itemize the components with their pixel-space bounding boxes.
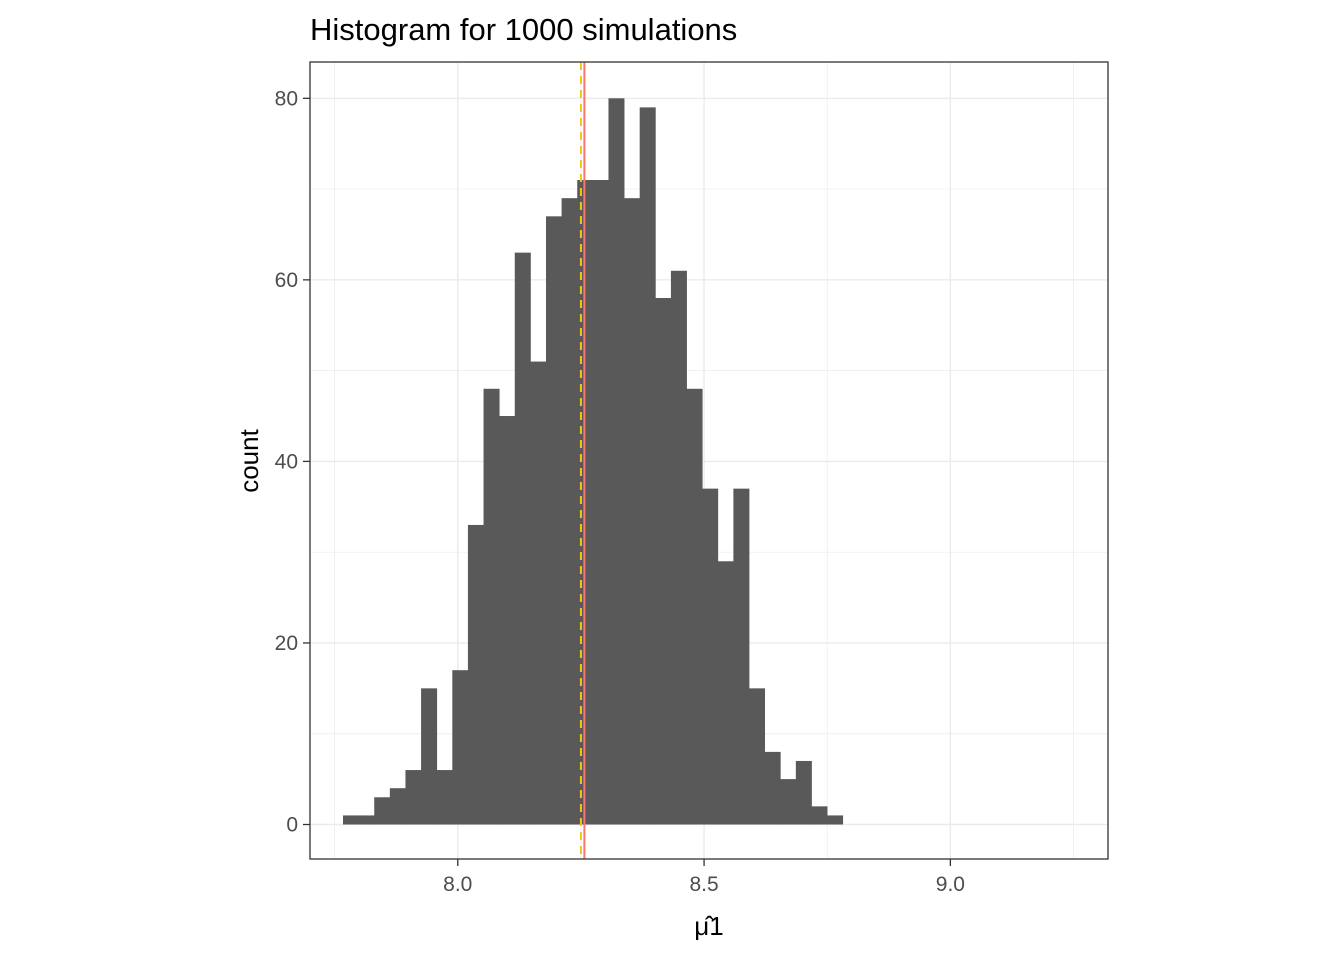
histogram-bar <box>748 688 766 825</box>
x-tick-label: 8.5 <box>689 873 718 896</box>
y-tick-label: 0 <box>286 814 298 837</box>
histogram-bar <box>733 488 750 825</box>
plot-panel-border <box>309 61 1109 860</box>
histogram-bar <box>374 797 391 825</box>
histogram-bar <box>717 561 734 825</box>
histogram-bar <box>467 524 484 825</box>
y-tick-label: 80 <box>275 87 298 110</box>
y-tick-label: 20 <box>275 632 298 655</box>
histogram-bar <box>436 770 453 825</box>
histogram-bar <box>764 751 781 825</box>
histogram-bar <box>686 388 703 825</box>
histogram-bar <box>608 98 625 825</box>
x-axis-title: μ̂1 <box>694 911 723 941</box>
y-tick-label: 60 <box>275 269 298 292</box>
reference-lines <box>579 62 586 859</box>
histogram-bar <box>530 361 547 825</box>
histogram-bar <box>592 180 609 825</box>
histogram-bar <box>405 770 422 825</box>
y-axis: 0 20 40 60 80 <box>275 87 310 837</box>
histogram-bar <box>811 806 828 825</box>
x-tick-label: 9.0 <box>936 873 965 896</box>
histogram-bar <box>655 298 672 825</box>
histogram-bar <box>546 216 563 825</box>
histogram-bar <box>670 270 687 825</box>
y-tick-label: 40 <box>275 450 298 473</box>
histogram-bar <box>452 670 469 825</box>
histogram-bar <box>795 760 812 825</box>
histogram-bar <box>483 388 500 825</box>
histogram-bar <box>827 815 844 825</box>
y-axis-title: count <box>234 428 264 492</box>
histogram-bar <box>639 107 656 825</box>
histogram-bar <box>421 688 438 825</box>
histogram-bar <box>780 779 797 825</box>
histogram-bar <box>702 488 719 825</box>
histogram-bar <box>343 815 360 825</box>
x-tick-label: 8.0 <box>443 873 472 896</box>
histogram-bar <box>561 198 578 825</box>
bars-layer <box>343 98 844 825</box>
histogram-bar <box>624 198 641 825</box>
histogram-bar <box>514 252 531 825</box>
chart-title: Histogram for 1000 simulations <box>310 12 737 47</box>
histogram-bar <box>358 815 375 825</box>
histogram-bar <box>389 788 406 825</box>
histogram-bar <box>499 416 516 825</box>
x-axis: 8.0 8.5 9.0 <box>443 859 965 896</box>
